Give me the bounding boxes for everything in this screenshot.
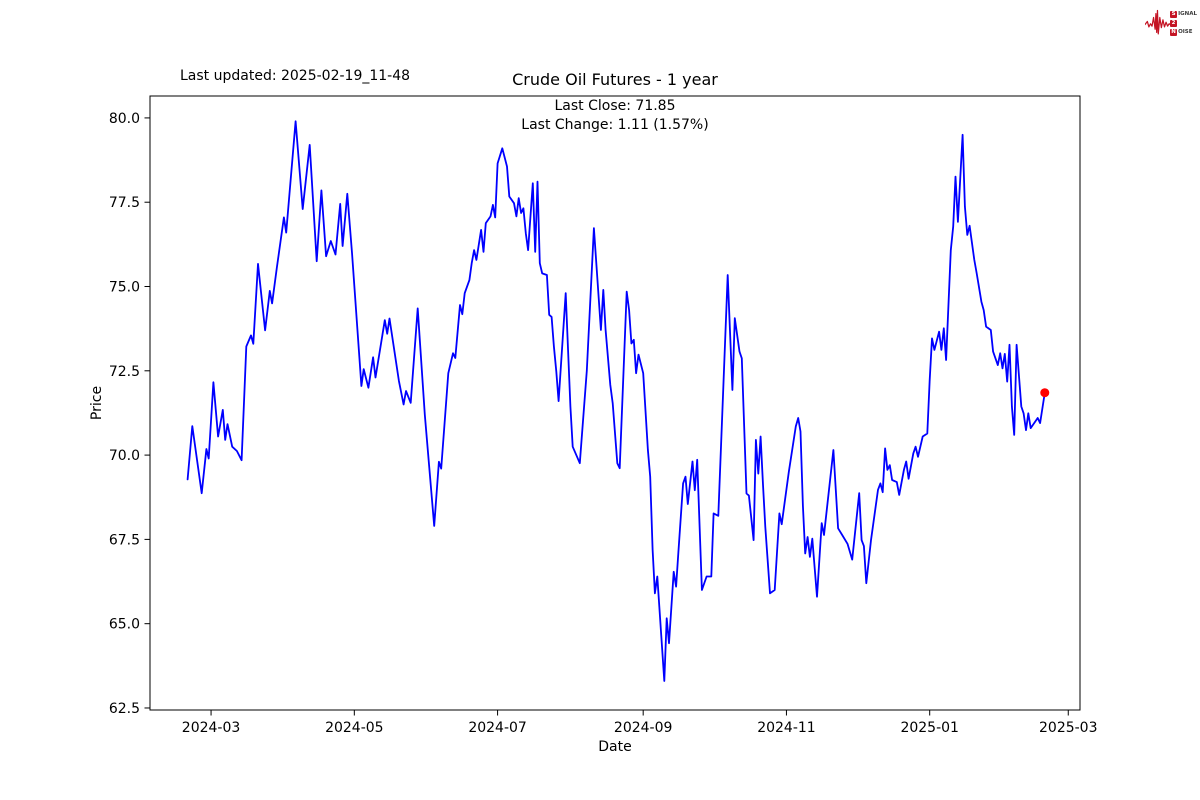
last-close-annotation: Last Close: 71.85 Last Change: 1.11 (1.5… <box>150 97 1080 135</box>
x-tick-label-1: 2024-05 <box>325 720 384 736</box>
last-change-line: Last Change: 1.11 (1.57%) <box>521 117 709 133</box>
y-axis-label: Price <box>89 385 105 421</box>
logo-letterbox-n: N <box>1170 28 1178 36</box>
x-tick-label-2: 2024-07 <box>468 720 527 736</box>
logo-row-2: 2 <box>1170 19 1197 27</box>
y-tick-label-1: 65.0 <box>109 617 140 633</box>
last-close-line: Last Close: 71.85 <box>554 98 676 114</box>
x-tick-label-3: 2024-09 <box>614 720 673 736</box>
ecg-waveform-icon <box>1145 9 1173 35</box>
y-tick-label-5: 75.0 <box>109 280 140 296</box>
y-tick-label-7: 80.0 <box>109 111 140 127</box>
logo-letterbox-2: 2 <box>1170 19 1178 27</box>
y-tick-label-2: 67.5 <box>109 532 140 548</box>
x-tick-label-4: 2024-11 <box>757 720 816 736</box>
y-tick-label-0: 62.5 <box>109 701 140 717</box>
x-tick-label-5: 2025-01 <box>900 720 959 736</box>
y-tick-label-4: 72.5 <box>109 364 140 380</box>
x-tick-label-0: 2024-03 <box>182 720 241 736</box>
x-tick-label-6: 2025-03 <box>1039 720 1098 736</box>
logo-wordmark: S IGNAL 2 N OISE <box>1170 10 1197 36</box>
y-tick-label-6: 77.5 <box>109 195 140 211</box>
x-axis-label: Date <box>598 739 632 755</box>
last-updated-label: Last updated: 2025-02-19_11-48 <box>180 68 411 84</box>
axes-frame <box>149 95 1081 711</box>
last-close-marker <box>1040 388 1050 398</box>
signal2noise-logo: S IGNAL 2 N OISE <box>1145 4 1197 42</box>
price-line <box>186 120 1046 682</box>
y-tick-label-3: 70.0 <box>109 448 140 464</box>
logo-letterbox-s: S <box>1170 10 1178 18</box>
logo-row-signal: S IGNAL <box>1170 10 1197 18</box>
logo-row-noise: N OISE <box>1170 28 1193 36</box>
page-title: Crude Oil Futures - 1 year <box>512 70 718 89</box>
